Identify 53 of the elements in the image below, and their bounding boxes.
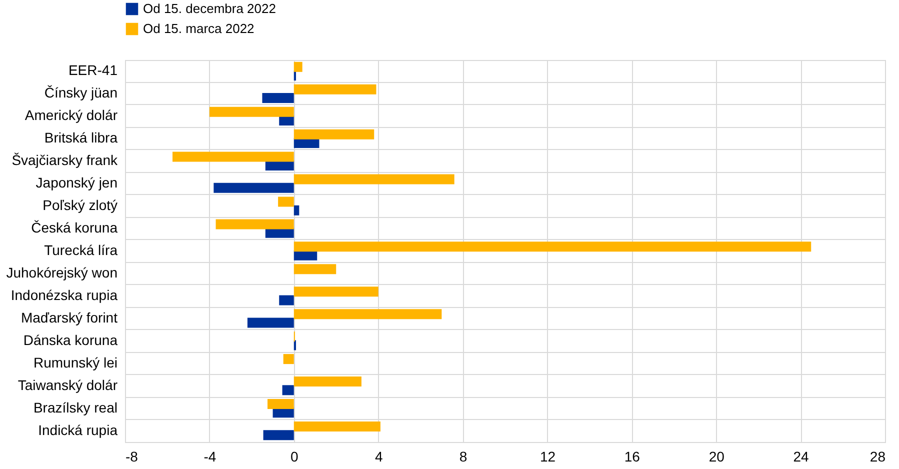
y-tick-label: Brazílsky real — [33, 399, 118, 416]
bar — [216, 219, 294, 230]
x-tick-label: 24 — [793, 448, 810, 464]
bar — [294, 421, 380, 432]
bar — [172, 152, 294, 162]
legend-label: Od 15. decembra 2022 — [143, 1, 276, 16]
bar — [294, 62, 302, 72]
bar — [268, 398, 294, 409]
y-tick-label: Japonský jen — [36, 174, 118, 191]
bar — [294, 286, 378, 297]
x-tick-label: 4 — [374, 448, 383, 464]
bar — [294, 205, 300, 216]
x-tick-label: 12 — [540, 448, 556, 464]
y-tick-label: Švajčiarsky frank — [12, 152, 118, 168]
bar — [294, 376, 362, 386]
x-tick-label: -8 — [126, 448, 138, 464]
x-tick-label: 0 — [290, 448, 298, 464]
x-tick-label: -4 — [204, 448, 216, 464]
x-tick-label: 28 — [870, 448, 886, 464]
y-tick-label: Maďarský forint — [20, 309, 118, 326]
bar — [214, 182, 294, 193]
x-tick-label: 8 — [459, 448, 468, 464]
bar — [263, 430, 294, 440]
bar — [294, 84, 376, 94]
bar — [262, 93, 294, 104]
y-tick-label: EER-41 — [68, 62, 118, 78]
y-tick-label: Poľský zlotý — [42, 197, 118, 214]
y-tick-label: Indonézska rupia — [10, 286, 118, 303]
bar — [279, 295, 294, 306]
legend-label: Od 15. marca 2022 — [143, 21, 254, 36]
bar — [294, 264, 336, 274]
y-tick-label: Dánska koruna — [23, 332, 118, 348]
bar — [278, 196, 294, 207]
bar — [247, 318, 294, 328]
bar — [294, 309, 442, 320]
bar — [265, 228, 294, 238]
y-tick-label: Rumunský lei — [33, 354, 118, 370]
bar — [209, 106, 294, 117]
y-tick-label: Taiwanský dolár — [18, 376, 118, 393]
bar — [282, 385, 294, 396]
bar — [294, 129, 374, 140]
x-tick-label: 16 — [624, 448, 640, 464]
x-tick-label: 20 — [708, 448, 725, 464]
bar — [294, 242, 812, 252]
y-tick-label: Britská libra — [44, 130, 118, 146]
y-tick-label: Česká koruna — [31, 220, 118, 236]
y-tick-label: Čínsky jüan — [44, 84, 118, 101]
y-tick-label: Americký dolár — [24, 107, 118, 124]
bar — [283, 354, 294, 364]
y-tick-label: Turecká líra — [44, 242, 118, 258]
y-tick-label: Indická rupia — [38, 422, 118, 438]
y-tick-label: Juhokórejský won — [6, 264, 118, 280]
bar — [294, 174, 454, 184]
